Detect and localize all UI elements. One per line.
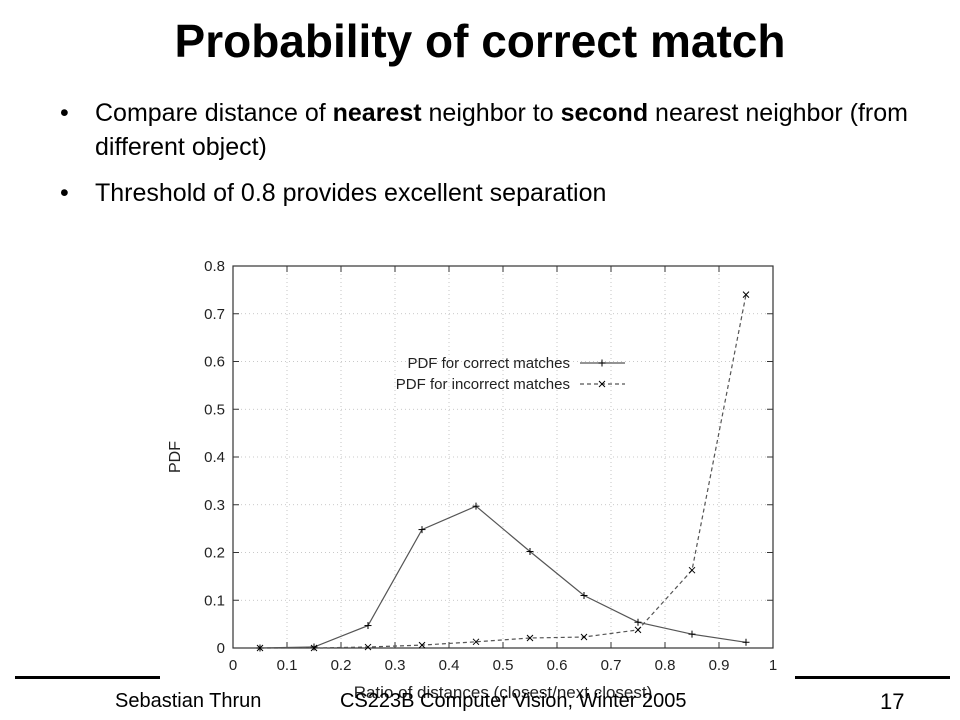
data-point-incorrect — [526, 634, 534, 642]
data-point-incorrect — [742, 291, 750, 299]
data-point-correct — [688, 630, 696, 638]
data-point-correct — [364, 622, 372, 630]
x-tick-label: 0.9 — [709, 657, 730, 674]
marker-x-b — [256, 644, 264, 652]
x-tick-label: 1 — [769, 657, 777, 674]
data-point-correct — [472, 502, 480, 510]
y-tick-label: 0.1 — [204, 592, 225, 609]
x-tick-label: 0.7 — [601, 657, 622, 674]
footer-rule-right — [795, 676, 950, 679]
data-point-incorrect — [634, 626, 642, 634]
marker-x-b — [526, 634, 534, 642]
legend-marker — [598, 359, 606, 367]
y-tick-label: 0.7 — [204, 306, 225, 323]
slide-title: Probability of correct match — [174, 15, 786, 67]
data-point-correct — [634, 618, 642, 626]
data-point-correct — [580, 591, 588, 599]
bullet-item: • Compare distance of nearest neighbor to… — [60, 96, 930, 164]
marker-x-b — [634, 626, 642, 634]
bullet-text: nearest neighbor (from different object) — [95, 99, 908, 161]
bullet-glyph: • — [60, 179, 69, 207]
bullet-item: • Threshold of 0.8 provides excellent sep… — [60, 176, 930, 210]
data-point-incorrect — [472, 638, 480, 646]
x-axis-label: Ratio of distances (closest/next closest… — [354, 683, 653, 702]
marker-x-b — [418, 641, 426, 649]
y-tick-label: 0.8 — [204, 258, 225, 275]
bullet-text: neighbor to — [421, 99, 561, 127]
bullet-text: Compare distance of — [95, 99, 333, 127]
data-point-incorrect — [256, 644, 264, 652]
x-tick-label: 0.4 — [439, 657, 460, 674]
y-tick-label: 0.4 — [204, 449, 225, 466]
marker-x-b — [688, 566, 696, 574]
x-tick-label: 0.5 — [493, 657, 514, 674]
data-point-correct — [742, 638, 750, 646]
series-line-incorrect-matches — [260, 294, 747, 649]
data-point-incorrect — [688, 566, 696, 574]
marker-x-b — [472, 638, 480, 646]
series-line-correct-matches — [259, 505, 747, 649]
footer-author: Sebastian Thrun — [115, 690, 262, 712]
data-point-correct — [418, 526, 426, 534]
x-tick-label: 0.2 — [331, 657, 352, 674]
bullet-glyph: • — [60, 99, 69, 127]
data-point-correct — [310, 643, 318, 651]
bullet-emphasis: second — [560, 99, 649, 127]
bullet-emphasis: nearest — [332, 99, 422, 127]
bullet-text: Threshold of 0.8 provides excellent sepa… — [95, 179, 607, 207]
marker-x-b — [598, 380, 606, 388]
data-point-incorrect — [580, 633, 588, 641]
y-tick-label: 0.2 — [204, 545, 225, 562]
y-axis-label: PDF — [167, 441, 184, 473]
footer-rule-left — [15, 676, 160, 679]
legend-label: PDF for correct matches — [407, 355, 570, 372]
x-tick-label: 0 — [229, 657, 237, 674]
slide-number: 17 — [880, 689, 905, 714]
marker-x-b — [364, 643, 372, 651]
bullet-list: • Compare distance of nearest neighbor to… — [60, 96, 930, 222]
data-point-correct — [526, 548, 534, 556]
y-tick-label: 0.6 — [204, 354, 225, 371]
data-point-incorrect — [364, 643, 372, 651]
y-tick-label: 0.5 — [204, 401, 225, 418]
y-tick-label: 0.3 — [204, 497, 225, 514]
footer-course: CS223B Computer Vision, Winter 2005 — [340, 690, 687, 712]
marker-x-b — [310, 644, 318, 652]
legend-marker — [598, 380, 606, 388]
data-point-incorrect — [418, 641, 426, 649]
legend-label: PDF for incorrect matches — [396, 376, 570, 393]
pdf-line-chart: 0 0.1 0.2 0.3 0.4 0.5 0.6 0.7 0.8 0.9 1 0 0.1 0.2 0.3 0… — [167, 258, 777, 702]
x-tick-label: 0.8 — [655, 657, 676, 674]
marker-x-b — [580, 633, 588, 641]
x-tick-label: 0.3 — [385, 657, 406, 674]
marker-x-b — [742, 291, 750, 299]
data-point-incorrect — [310, 644, 318, 652]
x-tick-label: 0.6 — [547, 657, 568, 674]
y-tick-label: 0 — [217, 640, 225, 657]
x-tick-label: 0.1 — [277, 657, 298, 674]
